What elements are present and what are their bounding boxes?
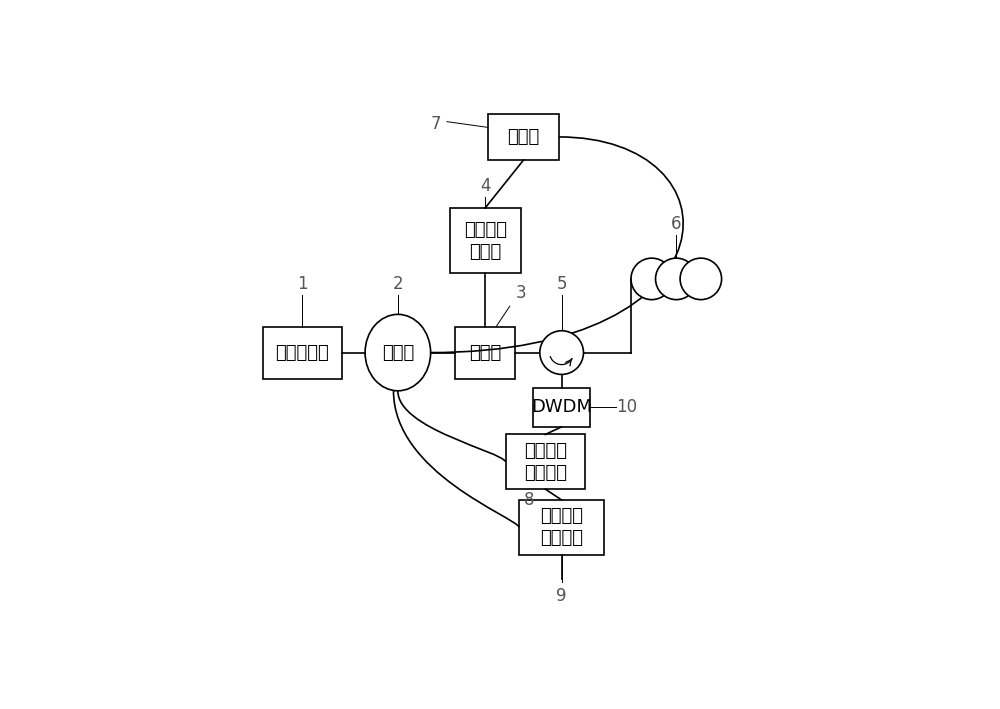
Text: 7: 7	[431, 116, 441, 133]
Circle shape	[631, 258, 672, 300]
Bar	[263, 327, 342, 379]
Text: 耦合器: 耦合器	[382, 344, 414, 362]
Bar	[455, 327, 515, 379]
Text: 调制器: 调制器	[469, 344, 501, 362]
Text: 2: 2	[393, 275, 403, 294]
Bar	[506, 435, 585, 489]
Text: 第二相干
探测模块: 第二相干 探测模块	[540, 507, 583, 547]
Bar	[533, 388, 590, 427]
Bar	[519, 500, 604, 554]
Circle shape	[540, 330, 583, 374]
Text: 10: 10	[617, 398, 638, 416]
Text: DWDM: DWDM	[531, 398, 592, 416]
Text: 4: 4	[480, 177, 490, 195]
Text: 5: 5	[556, 275, 567, 294]
Text: 任意波形
发生器: 任意波形 发生器	[464, 220, 507, 261]
Bar	[450, 208, 521, 274]
Ellipse shape	[365, 314, 431, 391]
Circle shape	[680, 258, 722, 300]
Text: 激光器模块: 激光器模块	[275, 344, 329, 362]
Text: 9: 9	[556, 586, 567, 605]
Text: 8: 8	[524, 491, 534, 509]
Text: 6: 6	[671, 216, 682, 233]
Text: 1: 1	[297, 275, 308, 294]
Text: 3: 3	[515, 284, 526, 301]
Text: 移频器: 移频器	[507, 128, 540, 146]
Circle shape	[656, 258, 697, 300]
Text: 第一相干
探测模块: 第一相干 探测模块	[524, 442, 567, 482]
Bar	[488, 113, 559, 160]
